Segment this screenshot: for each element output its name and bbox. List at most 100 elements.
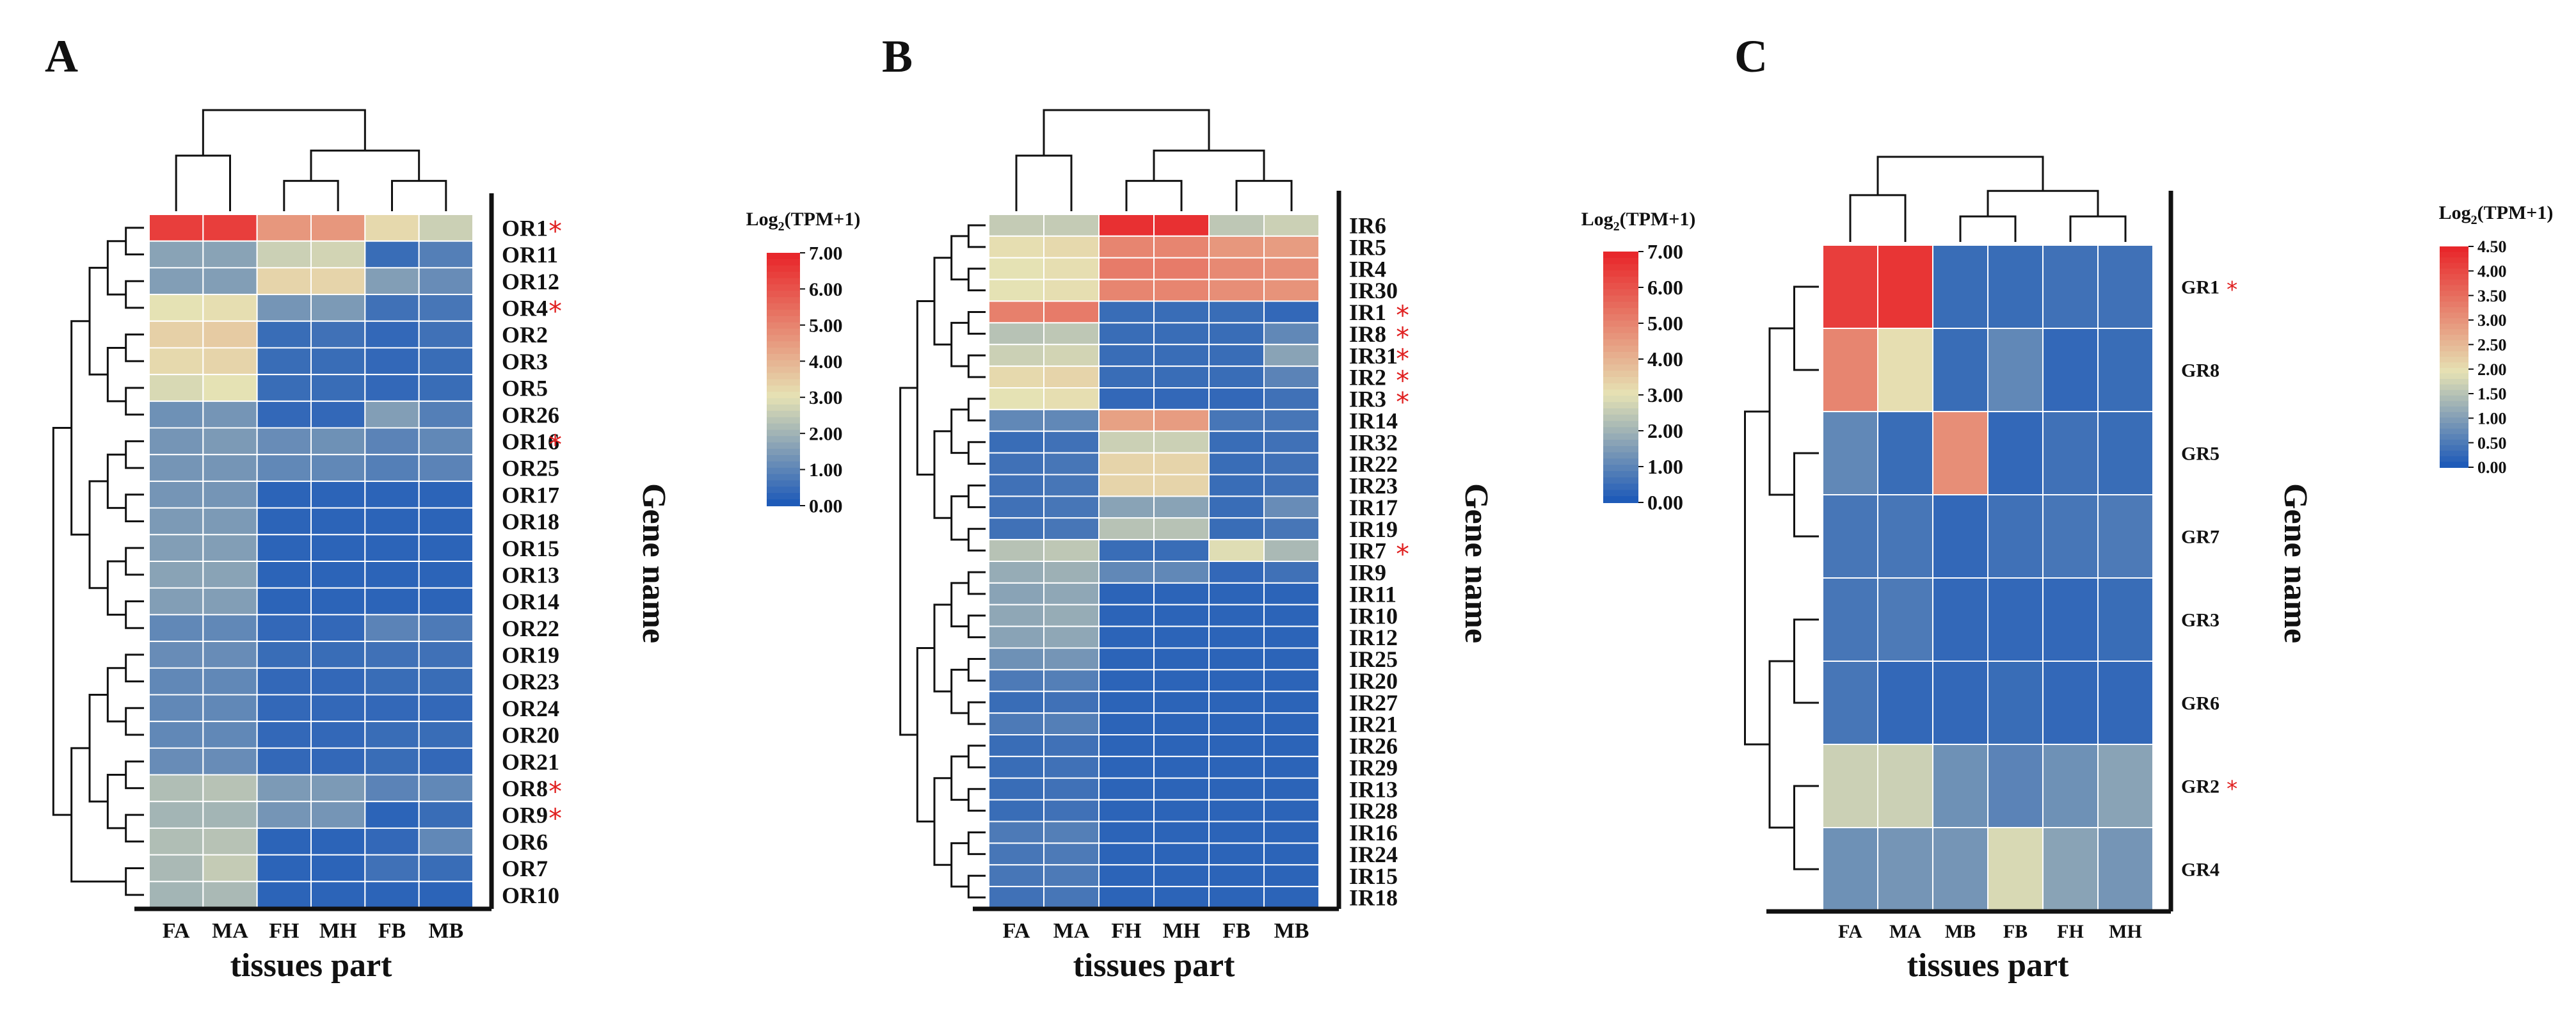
- heatmap-cell: [1043, 842, 1100, 866]
- row-label: OR6: [502, 829, 548, 854]
- legend-gradient-step: [767, 486, 800, 494]
- row-label: IR29: [1349, 755, 1398, 780]
- heatmap-cell: [1098, 495, 1155, 519]
- heatmap-cell: [1263, 582, 1320, 605]
- heatmap-cell: [1098, 561, 1155, 584]
- legend-gradient-step: [1603, 371, 1638, 378]
- heatmap-cell: [1263, 517, 1320, 541]
- heatmap-cell: [202, 614, 258, 643]
- row-dendrogram-branch: [125, 814, 144, 843]
- legend-gradient-step: [767, 429, 800, 437]
- row-label: IR4: [1349, 256, 1386, 282]
- heatmap-cell: [1263, 886, 1320, 909]
- legend-gradient-step: [767, 405, 800, 412]
- row-label: IR11: [1349, 581, 1396, 607]
- legend-gradient-step: [2440, 323, 2468, 330]
- row-dendrogram-branch: [950, 842, 969, 888]
- heatmap-cell: [988, 691, 1044, 714]
- row-dendrogram-branch: [933, 257, 952, 346]
- heatmap-cell: [1098, 647, 1155, 671]
- row-dendrogram-branch: [106, 346, 126, 403]
- row-label: GR8: [2181, 360, 2220, 381]
- heatmap-cell: [418, 721, 474, 749]
- legend-gradient-step: [767, 493, 800, 501]
- panel-letter-a: A: [45, 31, 78, 82]
- heatmap-cell: [1043, 755, 1100, 779]
- heatmap-cell: [988, 755, 1044, 779]
- row-dendrogram-branch: [967, 788, 986, 812]
- heatmap-cell: [310, 427, 366, 456]
- legend-gradient-step: [1603, 301, 1638, 309]
- legend-tick-label: 3.00: [2477, 311, 2507, 330]
- heatmap-cell: [1098, 886, 1155, 909]
- heatmap-cell: [1098, 278, 1155, 302]
- legend-tick-label: 0.00: [2477, 458, 2507, 477]
- row-dendrogram-branch: [950, 668, 969, 714]
- heatmap-cell: [148, 561, 204, 589]
- legend-gradient-step: [2440, 373, 2468, 380]
- heatmap-cell: [2042, 827, 2099, 911]
- heatmap-cell: [988, 257, 1044, 280]
- heatmap-cell: [1043, 387, 1100, 410]
- legend-tick-label: 2.00: [2477, 360, 2507, 379]
- heatmap-cell: [310, 641, 366, 669]
- heatmap-cell: [364, 854, 420, 883]
- heatmap-cell: [310, 774, 366, 803]
- legend-gradient-step: [2440, 285, 2468, 291]
- heatmap-cell: [148, 454, 204, 482]
- heatmap-cell: [1153, 582, 1210, 605]
- heatmap-cell: [1208, 365, 1265, 389]
- heatmap-cell: [364, 214, 420, 242]
- legend-gradient-step: [767, 385, 800, 393]
- heatmap-cell: [2042, 577, 2099, 662]
- heatmap-cell: [1263, 864, 1320, 888]
- heatmap-cell: [1098, 365, 1155, 389]
- row-label: IR10: [1349, 603, 1398, 629]
- heatmap-cell: [1208, 842, 1265, 866]
- column-labels-a: FA MA FH MH FB MB: [163, 919, 463, 943]
- heatmap-cell: [1153, 214, 1210, 237]
- legend-gradient-step: [1603, 358, 1638, 365]
- legend-gradient-step: [2440, 367, 2468, 374]
- row-label: GR6: [2181, 693, 2220, 714]
- legend-gradient-step: [767, 455, 800, 462]
- row-dendrogram-branch: [967, 527, 986, 552]
- heatmap-cell: [1208, 474, 1265, 497]
- heatmap-cell: [202, 561, 258, 589]
- column-dendrogram-branch: [283, 180, 339, 211]
- heatmap-cell: [2042, 411, 2099, 495]
- heatmap-cell: [310, 267, 366, 296]
- heatmap-cell: [1263, 300, 1320, 324]
- column-dendrogram-branch: [1043, 109, 1210, 156]
- heatmap-cell: [1208, 539, 1265, 562]
- significance-asterisk: *: [1396, 300, 1409, 331]
- row-label: IR20: [1349, 668, 1398, 694]
- heatmap-cell: [148, 534, 204, 562]
- heatmap-cell: [1208, 495, 1265, 519]
- legend-gradient-step: [2440, 246, 2468, 253]
- row-dendrogram-branch: [125, 600, 144, 629]
- heatmap-cell: [988, 734, 1044, 757]
- column-dendrogram-c: [1849, 156, 2127, 242]
- legend-gradient-step: [2440, 445, 2468, 452]
- legend-gradient-step: [2440, 329, 2468, 335]
- heatmap-cell: [1043, 625, 1100, 649]
- heatmap-cell: [202, 534, 258, 562]
- heatmap-cell: [418, 427, 474, 456]
- heatmap-cell: [2042, 244, 2099, 329]
- heatmap-cell: [418, 400, 474, 429]
- heatmap-cells-a: [148, 214, 474, 910]
- legend-gradient-step: [767, 410, 800, 418]
- heatmap-cells-c: [1822, 244, 2154, 911]
- heatmap-cell: [1263, 842, 1320, 866]
- legend-tick-label: 6.00: [1647, 276, 1683, 299]
- legend-gradient-step: [767, 480, 800, 488]
- heatmap-cell: [1208, 517, 1265, 541]
- legend-tick-label: 3.50: [2477, 287, 2507, 305]
- legend-gradient-step: [1603, 257, 1638, 265]
- row-label: OR2: [502, 322, 548, 348]
- legend-gradient-step: [767, 284, 800, 292]
- heatmap-cell: [1043, 539, 1100, 562]
- heatmap-cell: [1263, 691, 1320, 714]
